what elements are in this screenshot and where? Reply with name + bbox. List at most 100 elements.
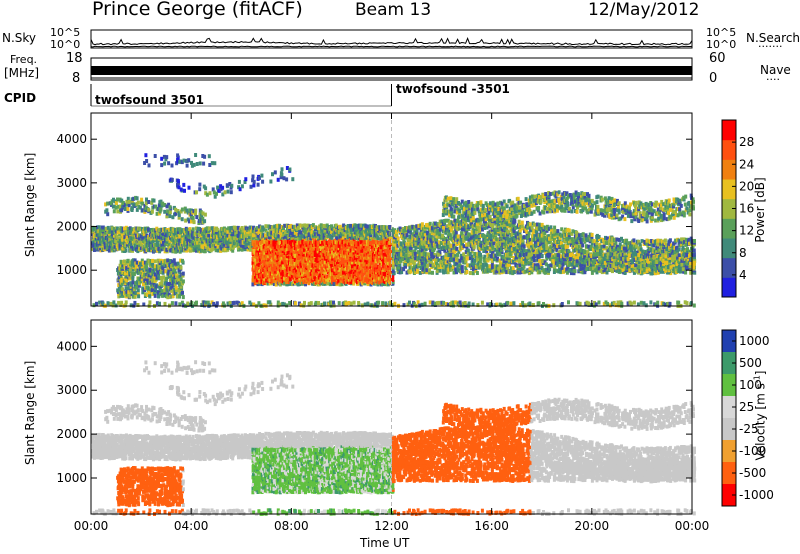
cell-823 [223,230,227,235]
cell-581 [185,248,189,253]
cell-255 [131,236,135,241]
cell-155 [114,232,118,236]
cell-2020 [123,259,126,264]
cell-641 [195,246,199,251]
cell-240 [128,226,132,231]
cell-16 [92,226,96,231]
cell-438 [161,231,165,236]
cell-363 [150,236,154,241]
cell-4232 [396,236,400,241]
cell-399 [156,243,160,248]
cell-935 [243,236,247,241]
cell-554 [180,246,183,251]
cell-786 [219,248,223,253]
cell-850 [229,240,233,245]
cell-151 [113,244,117,249]
nave-tick-bottom: 0 [709,71,718,86]
cell-236 [129,239,132,244]
cell-841 [227,226,231,231]
beam-title: Beam 13 [355,0,432,20]
freq-tick-bottom: 8 [72,71,81,86]
cell-616 [189,229,193,234]
cell-382 [152,235,156,239]
cell-99 [105,226,108,231]
cell-4937 [506,229,510,234]
cell-940 [244,243,248,248]
cell-321 [142,232,146,237]
cell-263 [133,239,137,244]
cell-864 [231,232,234,237]
cell-4647 [462,244,466,249]
cell-1822 [116,197,119,202]
cell-817 [223,246,227,251]
nsearch-trace [90,45,693,48]
cell-798 [220,246,224,251]
cell-837 [226,236,230,241]
cell-582 [184,246,188,251]
cell-289 [136,226,140,231]
cell-322 [142,228,146,233]
cell-1841 [126,207,130,211]
cell-2240 [153,259,157,264]
cell-242 [130,246,134,251]
cell-587 [185,234,188,239]
cell-631 [191,227,195,232]
cell-640 [194,248,198,253]
cell-139 [111,226,115,231]
cell-55 [98,236,102,241]
cell-287 [136,233,140,238]
cell-553 [180,248,183,253]
cell-343 [147,243,150,247]
cell-208 [123,226,126,231]
cell-719 [206,229,210,234]
cell-51 [98,246,102,251]
cell-665 [198,227,201,231]
cell-193 [121,246,125,251]
nsky-strip-frame [90,29,693,49]
cell-623 [190,233,194,238]
cell-789 [219,240,223,245]
cell-111 [107,248,111,253]
cell-627 [191,239,195,244]
cell-13 [92,236,96,241]
cell-599 [186,228,189,232]
cell-709 [205,226,209,231]
cell-280 [136,249,140,254]
cell-294 [138,238,141,243]
cell-1820 [114,201,118,205]
cell-941 [244,241,248,246]
cell-4528 [441,233,445,238]
cell-772 [216,244,220,249]
cell-780 [217,241,221,246]
cell-826 [225,240,229,245]
cell-1885 [152,198,156,203]
cell-420 [159,235,162,240]
cell-2318 [166,258,170,263]
cell-1844 [127,199,131,204]
cell-907 [238,239,242,244]
cell-568 [181,228,185,233]
cell-80 [101,225,105,230]
cell-658 [198,244,202,249]
cell-296 [138,235,142,240]
cell-110 [106,225,110,230]
cell-88 [103,230,107,235]
cell-278 [134,229,138,234]
cell-166 [115,226,119,231]
cell-604 [187,237,191,242]
cell-2379 [174,285,178,290]
date-title: 12/May/2012 [588,0,700,20]
cell-859 [231,243,235,248]
cell-216 [124,225,128,230]
cell-237 [128,236,132,241]
cell-339 [145,233,149,238]
cell-775 [215,235,219,240]
cell-856 [229,226,233,231]
cell-326 [144,240,148,245]
cell-1908 [168,214,172,219]
cell-577 [182,232,186,237]
cell-698 [203,235,207,240]
freq-tick-top: 18 [66,51,83,66]
cell-79 [101,228,105,232]
cpid-entry-2: twofsound -3501 [396,82,510,96]
